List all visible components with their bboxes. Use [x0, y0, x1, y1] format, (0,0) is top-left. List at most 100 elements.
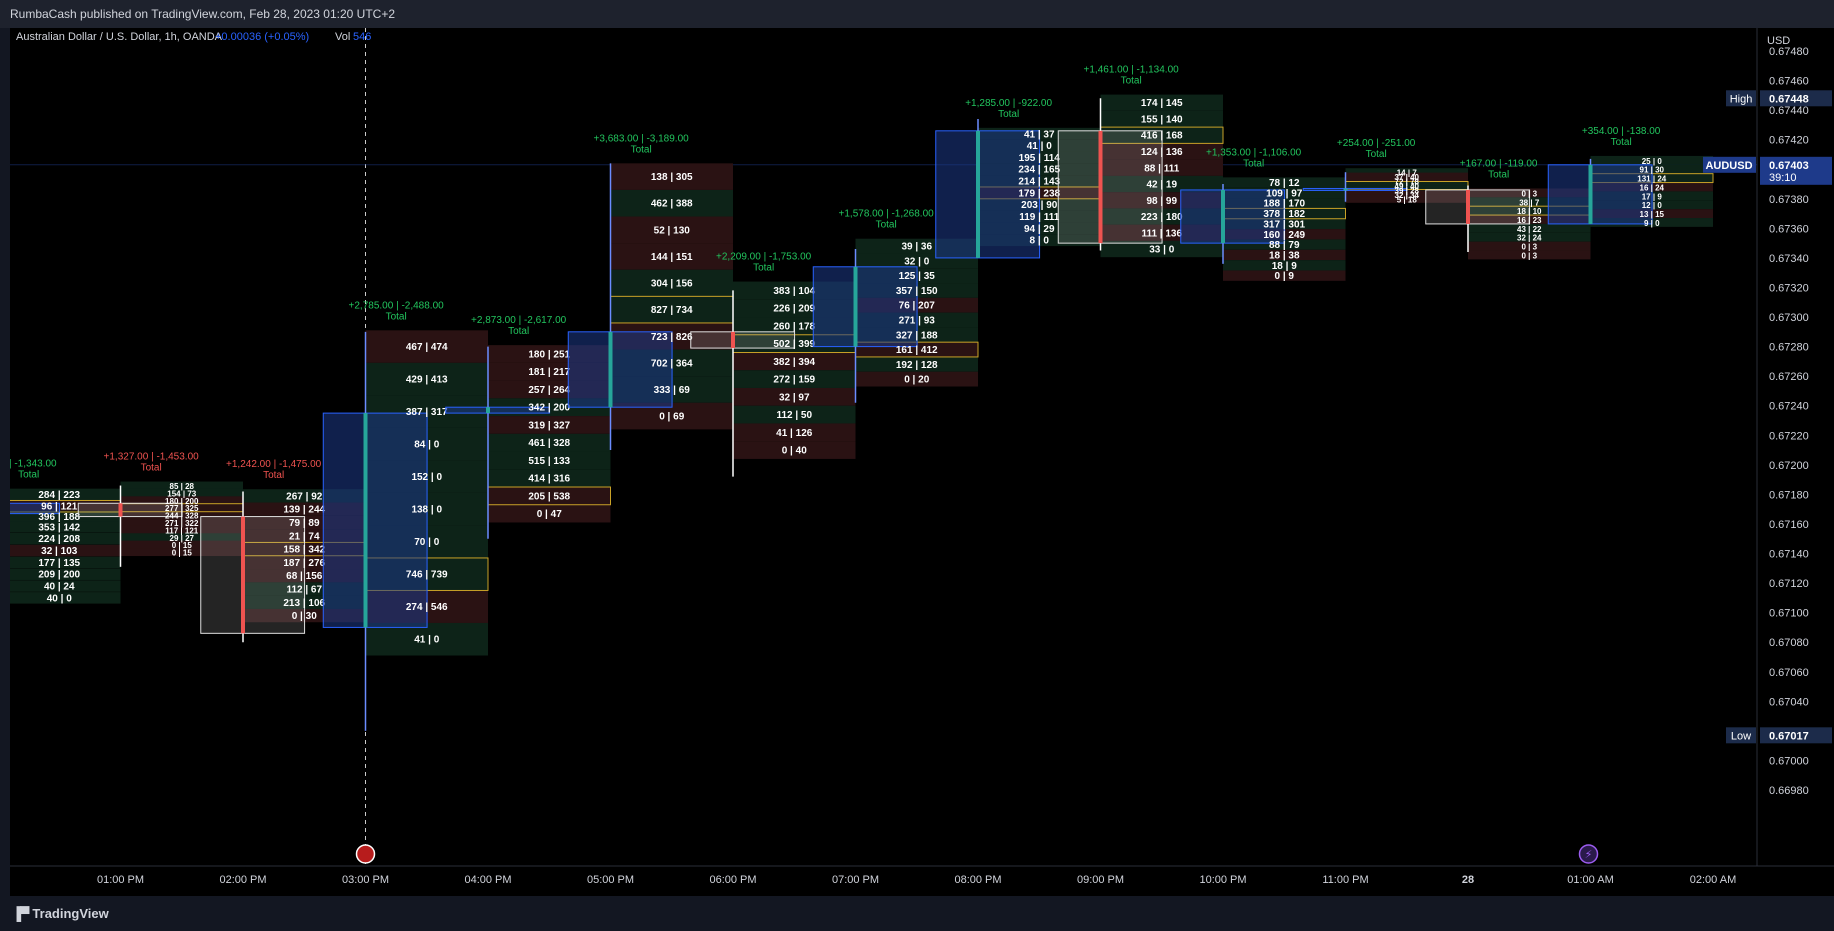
legend-vol-value: 546	[353, 31, 371, 43]
footprint-level-text: 224 | 208	[38, 534, 80, 545]
footprint-level-text: 124 | 136	[1141, 147, 1183, 158]
y-tick-label: 0.67200	[1769, 460, 1809, 472]
total-label: Total	[1611, 137, 1632, 148]
footprint-level-bg	[1223, 260, 1346, 271]
footprint-level-text: 257 | 264	[528, 385, 570, 396]
footprint-level-text: 78 | 12	[1269, 178, 1300, 189]
candle-body-box	[1057, 130, 1163, 244]
footprint-level-text: 205 | 538	[528, 491, 570, 502]
high-label: High	[1730, 93, 1753, 105]
delta-totals: +3,683.00 | -3,189.00	[594, 133, 690, 144]
delta-totals: +1,353.00 | -1,106.00	[1206, 147, 1302, 158]
footprint-level-text: 267 | 92	[286, 491, 323, 502]
currency-label: USD	[1767, 35, 1790, 47]
footprint-level-text: 138 | 0	[411, 505, 442, 516]
footprint-level-text: 158 | 342	[283, 545, 325, 556]
footprint-level-bg	[488, 433, 611, 452]
candle-body-box	[1180, 189, 1286, 244]
footprint-level-bg	[120, 481, 243, 490]
footprint-level-bg	[10, 556, 121, 569]
footprint-level-text: 378 | 182	[1263, 209, 1305, 220]
footprint-level-bg	[1468, 223, 1591, 233]
footprint-chart[interactable]: USD0.674800.674600.674400.674200.674000.…	[10, 28, 1834, 896]
candle-body-box	[1302, 187, 1408, 191]
candle-body	[731, 331, 735, 349]
footprint-level-text: 38 | 7	[1519, 198, 1540, 207]
total-label: Total	[753, 263, 774, 274]
footprint-level-text: 41 | 0	[1027, 141, 1052, 152]
high-price-tag	[1760, 90, 1832, 107]
footprint-level-text: 111 | 136	[1141, 228, 1182, 239]
footprint-level-text: 387 | 317	[406, 407, 448, 418]
footprint-level-text: 139 | 244	[283, 505, 325, 516]
tradingview-mark-icon: ▐▀	[12, 906, 29, 921]
footprint-level-bg	[1345, 168, 1468, 177]
lightning-event-icon[interactable]	[1578, 844, 1599, 864]
y-tick-label: 0.67100	[1769, 608, 1809, 620]
x-tick-label: 02:00 PM	[219, 874, 266, 886]
footprint-level-bg	[1223, 270, 1346, 281]
total-label: Total	[1488, 169, 1509, 180]
footprint-level-text: 18 | 9	[1272, 261, 1297, 272]
footprint-level-text: 43 | 22	[1517, 225, 1542, 234]
total-label: Total	[876, 220, 897, 231]
symbol-label: AUDUSD	[1705, 160, 1752, 172]
footprint-level-text: 41 | 0	[414, 635, 439, 646]
footprint-level-text: 155 | 140	[1141, 114, 1183, 125]
us-flag-event-icon[interactable]	[355, 844, 376, 864]
footprint-level-text: 416 | 168	[1141, 131, 1183, 142]
footprint-level-text: 32 | 103	[41, 546, 78, 557]
footprint-level-text: 41 | 126	[776, 428, 813, 439]
footprint-level-text: 827 | 734	[651, 305, 693, 316]
footprint-level-bg	[10, 521, 121, 533]
footprint-level-text: 223 | 180	[1141, 212, 1183, 223]
footprint-level-text: 515 | 133	[528, 456, 570, 467]
footprint-level-bg	[1345, 190, 1468, 199]
footprint-level-bg	[10, 488, 121, 501]
y-tick-label: 0.67300	[1769, 312, 1809, 324]
footprint-level-text: 29 | 27	[170, 534, 195, 543]
y-tick-label: 0.67240	[1769, 401, 1809, 413]
footprint-level-text: 16 | 23	[1517, 216, 1542, 225]
footprint-level-text: 72 | 78	[1395, 178, 1420, 187]
chart-area[interactable]: USD0.674800.674600.674400.674200.674000.…	[10, 28, 1834, 896]
footprint-level-text: 88 | 79	[1269, 240, 1300, 251]
footprint-level-bg	[1100, 94, 1223, 111]
y-tick-label: 0.67000	[1769, 755, 1809, 767]
footprint-level-bg	[1468, 250, 1591, 260]
publisher-text: RumbaCash published on TradingView.com, …	[10, 7, 396, 21]
footprint-level-text: 0 | 3	[1521, 243, 1537, 252]
footprint-level-text: 213 | 106	[283, 598, 325, 609]
footprint-level-bg	[10, 510, 121, 523]
y-tick-label: 0.67260	[1769, 371, 1809, 383]
footprint-level-text: 429 | 413	[406, 375, 448, 386]
footprint-level-text: 98 | 99	[1146, 196, 1177, 207]
footprint-level-text: 33 | 0	[1149, 245, 1174, 256]
footer-bar: ▐▀ TradingView	[0, 896, 1834, 931]
footprint-level-bg	[488, 416, 611, 434]
footprint-level-text: 0 | 3	[1521, 251, 1537, 260]
footprint-level-text: 188 | 170	[1263, 199, 1305, 210]
footprint-level-text: 284 | 223	[38, 490, 80, 501]
brand-label: TradingView	[32, 906, 109, 921]
footprint-level-bg	[733, 405, 856, 424]
footprint-level-text: 414 | 316	[528, 474, 570, 485]
footprint-level-text: 40 | 0	[47, 593, 72, 604]
footprint-level-text: 353 | 142	[38, 522, 80, 533]
footprint-level-bg	[120, 533, 243, 542]
tradingview-logo[interactable]: ▐▀ TradingView	[12, 906, 109, 921]
footprint-level-text: 160 | 249	[1263, 230, 1305, 241]
candle-body	[976, 130, 980, 258]
footprint-level-bg	[610, 163, 733, 190]
delta-totals: +167.00 | -119.00	[1460, 158, 1538, 169]
footprint-level-bg	[1345, 194, 1468, 203]
footprint-level-text: 277 | 325	[165, 504, 199, 513]
footprint-level-text: 21 | 74	[289, 531, 320, 542]
y-tick-label: 0.67280	[1769, 342, 1809, 354]
footprint-level-bg	[855, 356, 978, 372]
delta-totals: +354.00 | -138.00	[1582, 126, 1661, 137]
footprint-level-text: 125 | 35	[899, 271, 936, 282]
symbol-tag	[1703, 156, 1756, 173]
low-price-tag	[1760, 727, 1832, 744]
x-tick-label: 10:00 PM	[1199, 874, 1246, 886]
